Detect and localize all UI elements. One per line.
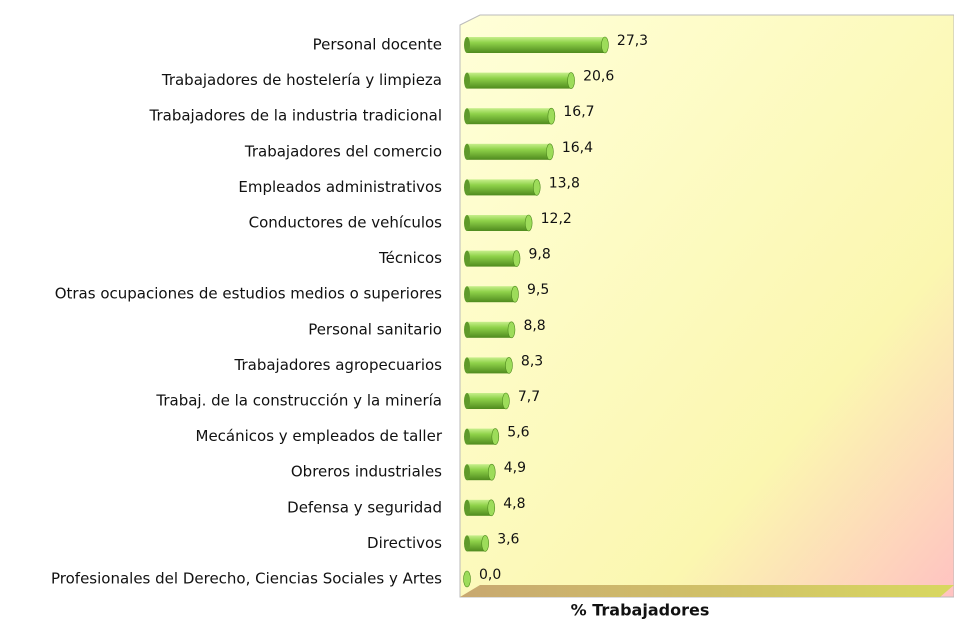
bar-cap-end — [512, 250, 521, 267]
bar — [467, 37, 605, 53]
bar — [467, 464, 492, 481]
bar — [467, 179, 537, 196]
bar-cap-start — [464, 428, 470, 445]
bar — [467, 393, 506, 409]
bar-cap-end — [567, 72, 575, 89]
bar-cap-start — [464, 393, 470, 409]
bar-cap-end — [502, 392, 510, 410]
value-label: 5,6 — [507, 425, 529, 441]
y-tick-label: Otras ocupaciones de estudios medios o s… — [55, 285, 442, 303]
y-tick-label: Trabajadores del comercio — [244, 142, 442, 160]
bar-cap-end — [601, 36, 609, 54]
bar-cap-start — [464, 72, 470, 89]
bar-cap-end — [547, 107, 556, 125]
bar-cap-start — [464, 535, 470, 552]
bar — [467, 72, 572, 89]
value-label: 13,8 — [549, 175, 580, 191]
bar — [467, 250, 517, 267]
value-label: 12,2 — [541, 211, 572, 227]
value-label: 4,8 — [503, 496, 525, 512]
value-label: 20,6 — [583, 69, 614, 85]
y-tick-label: Mecánicos y empleados de taller — [196, 427, 443, 445]
y-tick-label: Personal docente — [313, 36, 442, 54]
bar-cap-start — [464, 321, 470, 338]
x-axis-label: % Trabajadores — [571, 601, 710, 620]
y-tick-label: Personal sanitario — [308, 320, 442, 338]
bar-cap-start — [464, 286, 470, 303]
y-tick-label: Conductores de vehículos — [249, 214, 443, 232]
bar — [467, 428, 496, 445]
y-tick-label: Defensa y seguridad — [287, 498, 442, 516]
value-label: 9,8 — [529, 247, 551, 263]
bar-cap-start — [464, 464, 470, 481]
plot-area — [459, 14, 954, 598]
bar — [467, 321, 512, 338]
value-label: 9,5 — [527, 282, 549, 298]
bar-cap-end — [511, 285, 519, 303]
bar-cap-start — [464, 143, 470, 160]
value-label: 7,7 — [518, 389, 540, 405]
bar-cap-start — [464, 215, 470, 231]
y-tick-label: Trabajadores de la industria tradicional — [149, 107, 442, 125]
bar-cap-end — [546, 143, 554, 161]
y-tick-label: Directivos — [367, 534, 442, 552]
bar-cap-start — [464, 37, 470, 53]
bar-cap-start — [464, 179, 470, 196]
bar-cap-end — [487, 499, 496, 517]
bar — [467, 108, 552, 125]
bar-cap-end — [463, 570, 471, 588]
y-tick-label: Trabajadores de hostelería y limpieza — [161, 71, 442, 89]
value-label: 3,6 — [497, 531, 519, 547]
bar — [467, 215, 529, 231]
bar — [467, 286, 515, 303]
y-tick-label: Técnicos — [378, 249, 442, 267]
bar-cap-start — [464, 108, 470, 125]
value-label: 4,9 — [504, 460, 526, 476]
value-label: 0,0 — [479, 567, 501, 583]
bar — [467, 143, 550, 160]
bar-cap-end — [524, 214, 533, 232]
value-label: 8,3 — [521, 353, 543, 369]
bar-cap-end — [491, 428, 500, 445]
value-label: 8,8 — [523, 318, 545, 334]
bar-cap-end — [507, 321, 516, 339]
y-tick-label: Profesionales del Derecho, Ciencias Soci… — [51, 570, 442, 588]
bar — [467, 535, 486, 552]
y-tick-label: Trabaj. de la construcción y la minería — [155, 392, 442, 410]
bar-cap-start — [464, 250, 470, 267]
bar — [467, 357, 509, 374]
bar-cap-end — [487, 463, 496, 481]
value-label: 27,3 — [617, 33, 648, 49]
bar-cap-end — [481, 535, 489, 552]
y-tick-label: Obreros industriales — [291, 463, 442, 481]
bar — [467, 499, 492, 516]
value-label: 16,4 — [562, 140, 593, 156]
bar-cap-end — [505, 357, 513, 374]
floor — [460, 585, 954, 597]
y-tick-label: Trabajadores agropecuarios — [234, 356, 443, 374]
bar-cap-end — [532, 179, 541, 196]
value-label: 16,7 — [563, 104, 594, 120]
bar-cap-start — [464, 357, 470, 374]
y-tick-label: Empleados administrativos — [238, 178, 442, 196]
bar-cap-start — [464, 499, 470, 516]
